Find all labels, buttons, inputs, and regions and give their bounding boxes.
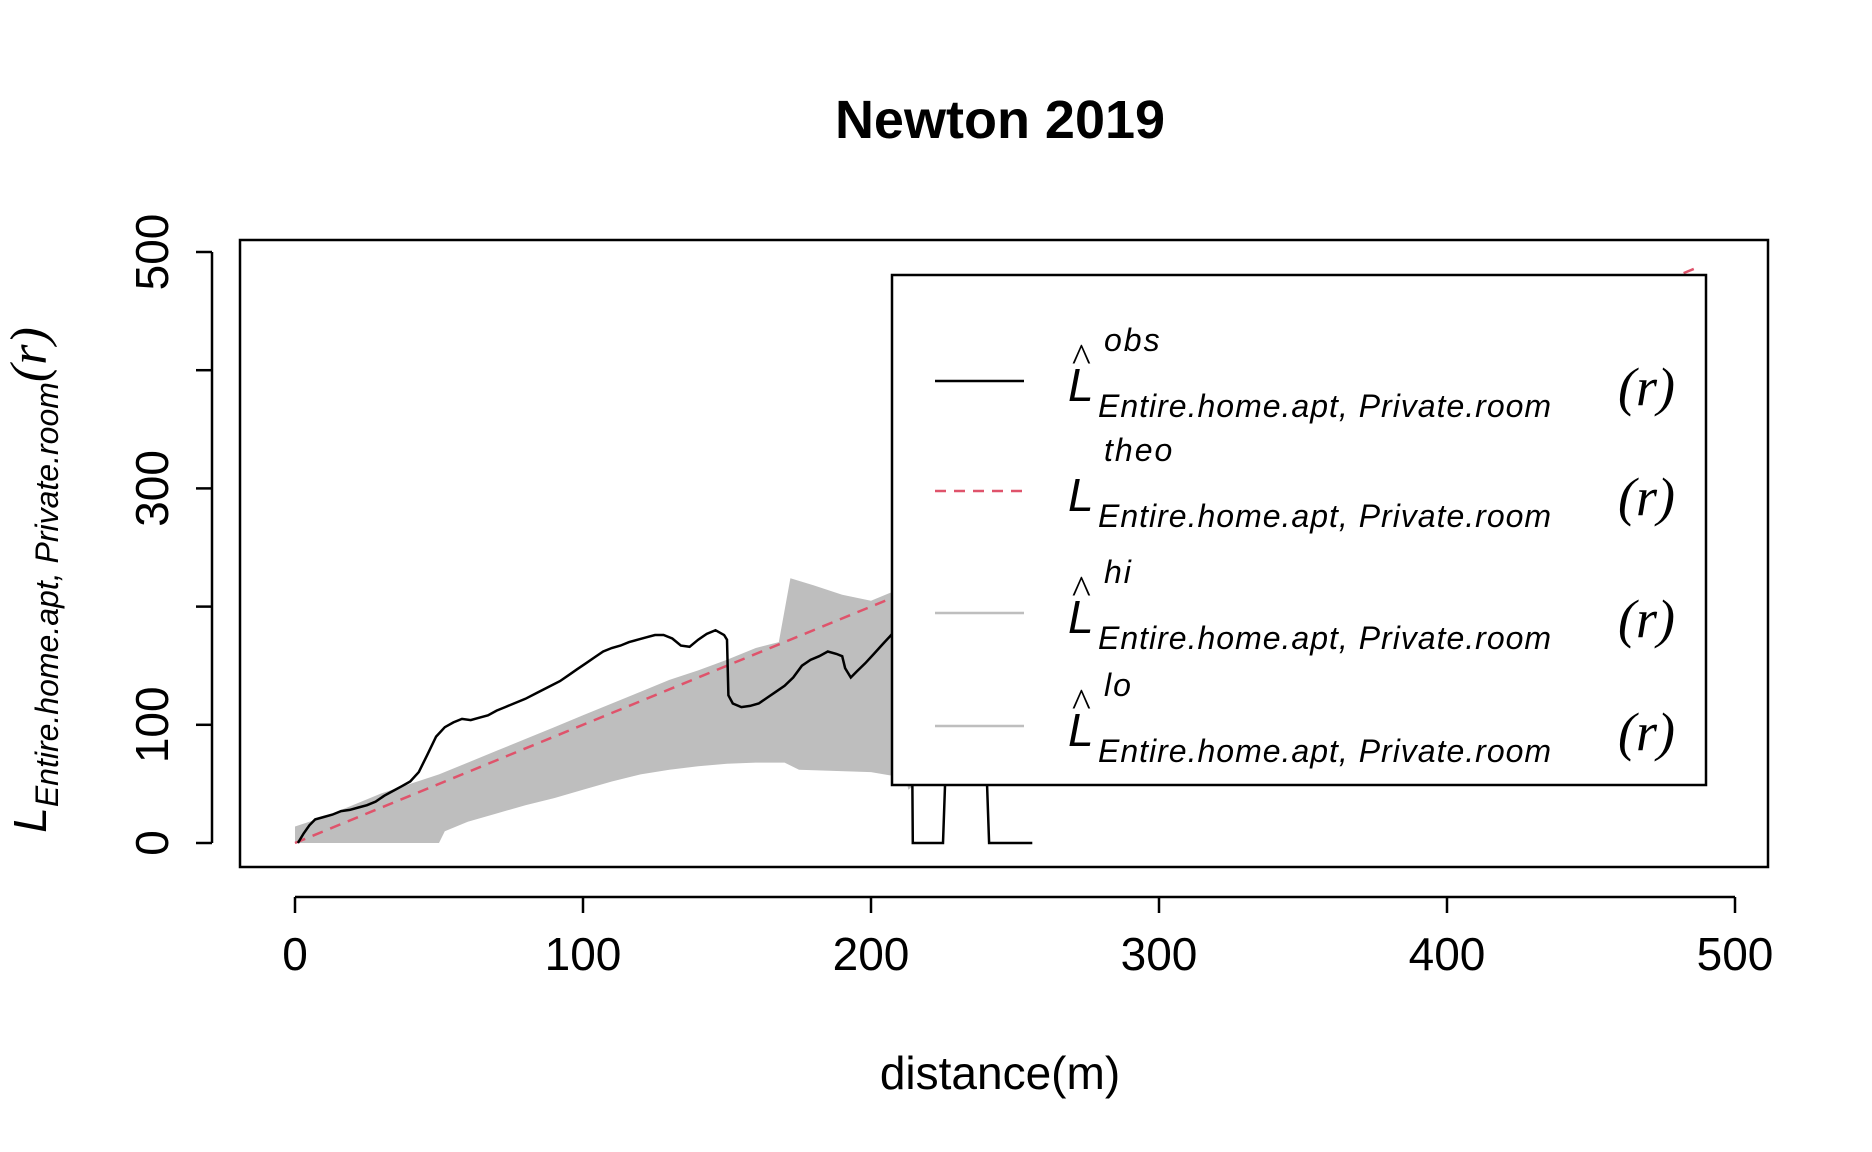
y-axis-label-subscript: Entire.home.apt, Private.room (29, 382, 65, 807)
legend-label-arg: (r) (1618, 702, 1675, 762)
y-axis-label-arg: (r) (1, 327, 58, 382)
legend-label-subscript: Entire.home.apt, Private.room (1098, 388, 1552, 424)
legend-label-superscript: lo (1104, 667, 1133, 703)
y-tick-label: 0 (126, 830, 178, 856)
legend-label-arg: (r) (1618, 589, 1675, 649)
legend-label-base: L (1068, 591, 1094, 643)
y-tick-label: 100 (126, 686, 178, 763)
x-tick-label: 0 (282, 928, 308, 980)
x-tick-label: 100 (545, 928, 622, 980)
legend-label-subscript: Entire.home.apt, Private.room (1098, 620, 1552, 656)
legend-label-superscript: theo (1104, 432, 1174, 468)
legend-label-base: L (1068, 704, 1094, 756)
axes: 0 100 200 300 400 500 0 100 300 500 (126, 214, 1773, 980)
legend-label-superscript: hi (1104, 554, 1133, 590)
legend-item-hi: L^ hi Entire.home.apt, Private.room (r) (935, 554, 1675, 656)
legend-label-subscript: Entire.home.apt, Private.room (1098, 733, 1552, 769)
legend-label-hat-icon: ^ (1072, 567, 1091, 612)
legend-item-lo: L^ lo Entire.home.apt, Private.room (r) (935, 667, 1675, 769)
legend-label-subscript: Entire.home.apt, Private.room (1098, 498, 1552, 534)
legend-label-base: L (1068, 359, 1094, 411)
y-tick-label: 500 (126, 214, 178, 291)
x-tick-label: 400 (1409, 928, 1486, 980)
y-axis-label-base: L (4, 807, 56, 833)
chart-title: Newton 2019 (835, 90, 1165, 150)
x-tick-label: 200 (833, 928, 910, 980)
plot-frame (238, 238, 1770, 869)
x-tick-label: 500 (1697, 928, 1774, 980)
legend-label-superscript: obs (1104, 322, 1162, 358)
y-axis-label: LEntire.home.apt, Private.room(r) (1, 327, 65, 833)
envelope-band (295, 497, 1001, 843)
legend-label-base: L (1068, 469, 1094, 521)
legend-label-hat-icon: ^ (1072, 680, 1091, 725)
legend-item-obs: L^ obs Entire.home.apt, Private.room (r) (935, 322, 1675, 424)
legend-label-hat-icon: ^ (1072, 335, 1091, 380)
series-line-obs (296, 621, 1033, 845)
y-tick-label: 300 (126, 450, 178, 527)
x-axis-label: distance(m) (880, 1047, 1120, 1099)
x-tick-label: 300 (1121, 928, 1198, 980)
legend-label-arg: (r) (1618, 357, 1675, 417)
legend-box (890, 273, 1708, 787)
svg-text:LEntire.home.apt, Private.room: LEntire.home.apt, Private.room(r) (1, 327, 65, 833)
legend-label-arg: (r) (1618, 467, 1675, 527)
